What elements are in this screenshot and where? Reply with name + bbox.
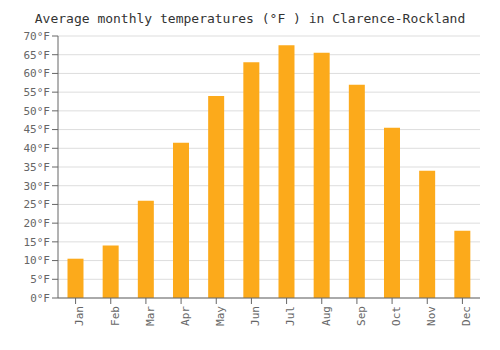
svg-text:60°F: 60°F <box>24 67 51 80</box>
svg-text:50°F: 50°F <box>24 105 51 118</box>
svg-text:Dec: Dec <box>460 306 473 326</box>
svg-text:55°F: 55°F <box>24 86 51 99</box>
svg-text:Oct: Oct <box>390 306 403 326</box>
svg-text:Sep: Sep <box>355 306 368 326</box>
svg-text:25°F: 25°F <box>24 198 51 211</box>
svg-text:5°F: 5°F <box>30 273 50 286</box>
svg-text:Aug: Aug <box>320 306 333 326</box>
svg-text:Apr: Apr <box>179 306 192 326</box>
svg-text:0°F: 0°F <box>30 292 50 305</box>
svg-text:Mar: Mar <box>144 306 157 326</box>
svg-text:35°F: 35°F <box>24 161 51 174</box>
svg-text:15°F: 15°F <box>24 236 51 249</box>
svg-text:20°F: 20°F <box>24 217 51 230</box>
svg-text:45°F: 45°F <box>24 123 51 136</box>
svg-text:10°F: 10°F <box>24 254 51 267</box>
svg-text:Jan: Jan <box>73 306 86 326</box>
svg-text:Jul: Jul <box>284 306 297 326</box>
svg-text:Feb: Feb <box>109 306 122 326</box>
svg-text:65°F: 65°F <box>24 49 51 62</box>
svg-text:30°F: 30°F <box>24 180 51 193</box>
svg-text:40°F: 40°F <box>24 142 51 155</box>
svg-text:70°F: 70°F <box>24 30 51 43</box>
svg-text:May: May <box>214 306 227 326</box>
html-text:Average monthly temperatures (: Average monthly temperatures (°F ) in Cl… <box>34 11 466 26</box>
svg-text:Nov: Nov <box>425 306 438 326</box>
svg-text:Jun: Jun <box>249 306 262 326</box>
